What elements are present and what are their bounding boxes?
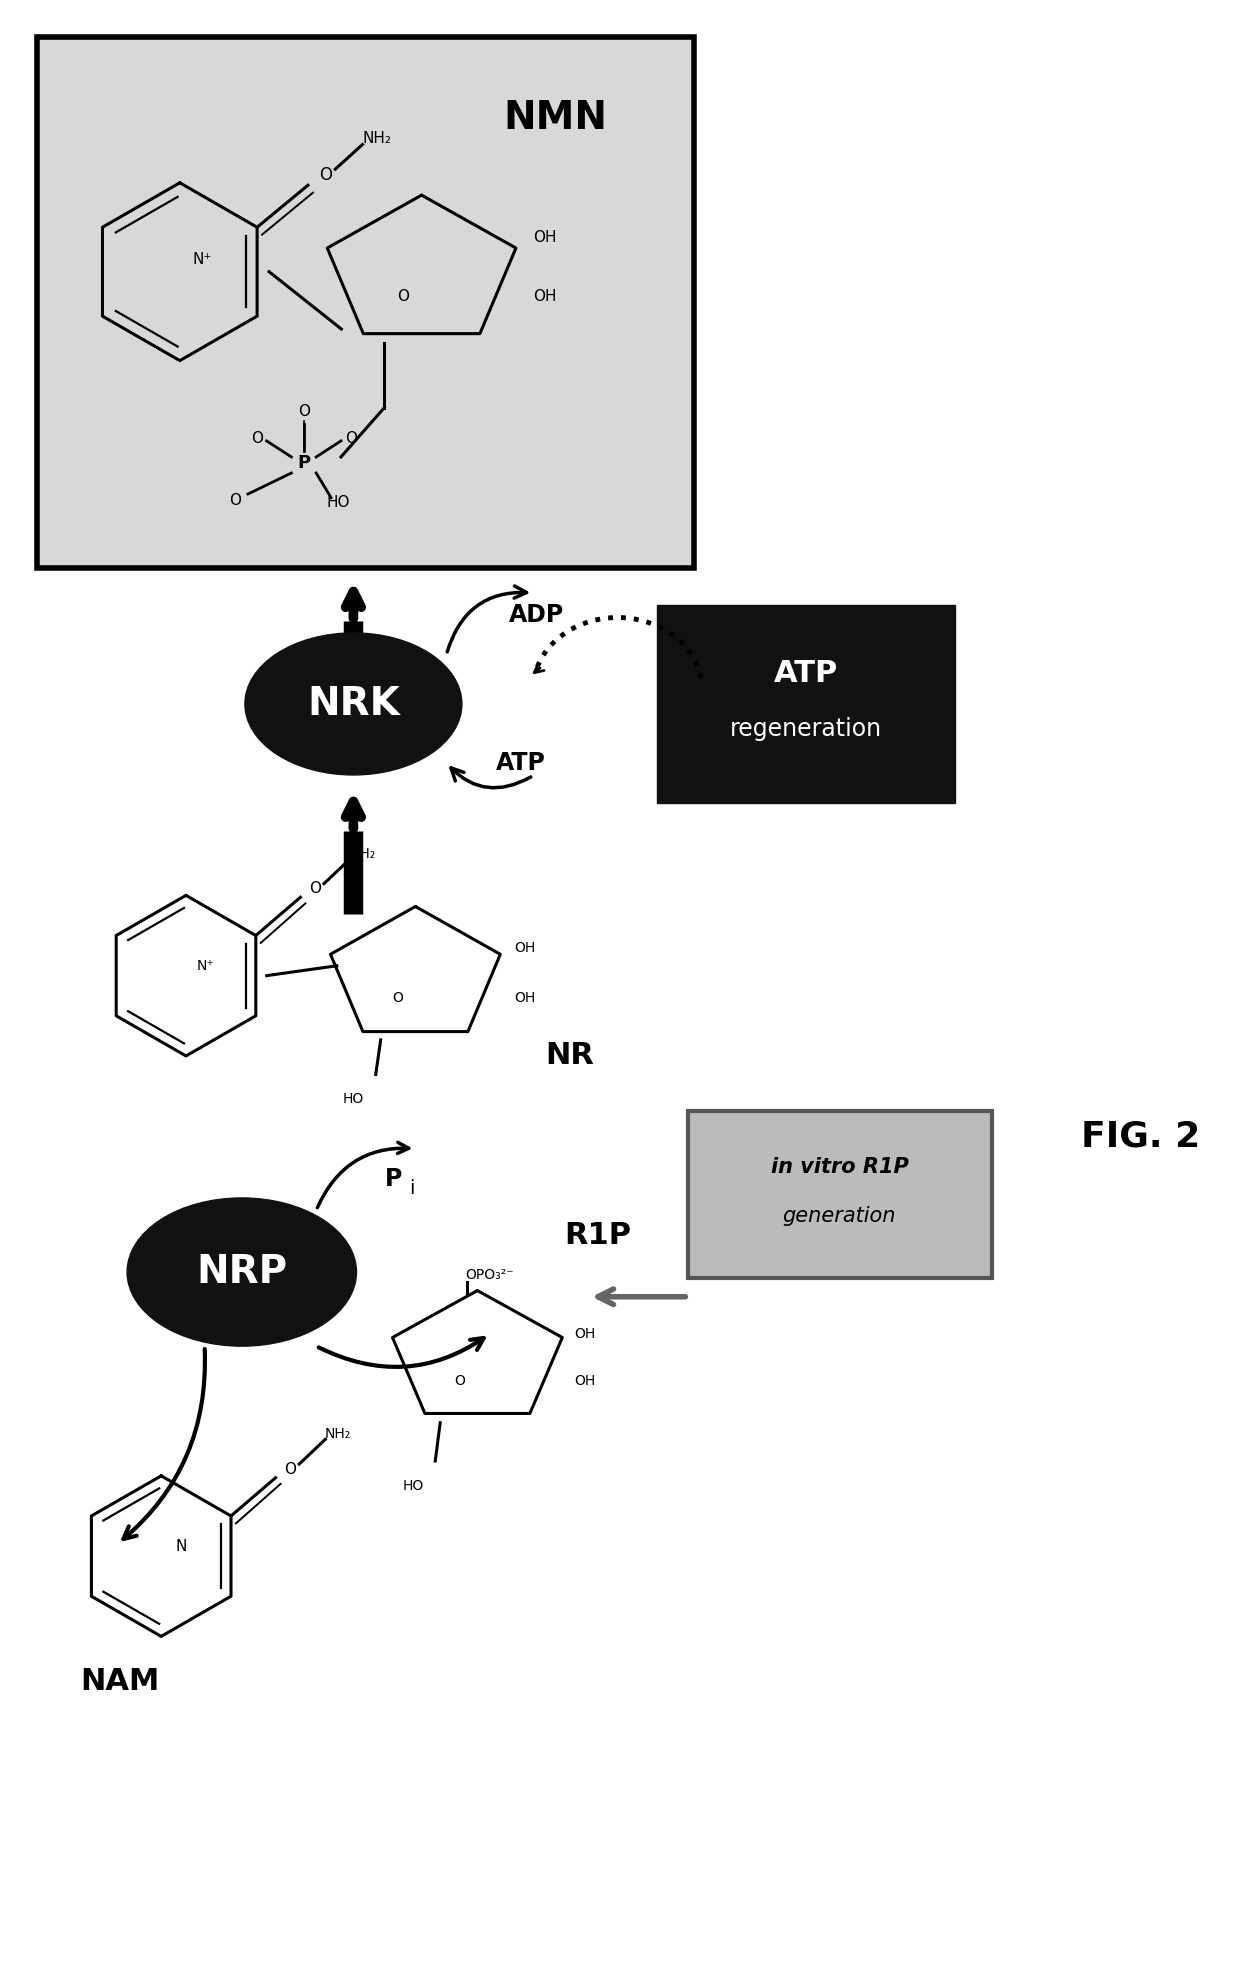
Text: NRP: NRP	[196, 1253, 288, 1290]
Text: OPO₃²⁻: OPO₃²⁻	[465, 1267, 513, 1282]
Text: ATP: ATP	[496, 751, 546, 775]
Text: R1P: R1P	[564, 1221, 631, 1249]
Text: P: P	[384, 1168, 402, 1192]
Text: HO: HO	[342, 1093, 365, 1107]
Text: OH: OH	[515, 941, 536, 956]
Text: HO: HO	[327, 496, 350, 510]
FancyBboxPatch shape	[657, 605, 955, 802]
Text: OH: OH	[533, 229, 557, 245]
Text: NH₂: NH₂	[363, 130, 392, 146]
Text: generation: generation	[782, 1207, 897, 1227]
Text: NMN: NMN	[503, 99, 608, 136]
Text: NR: NR	[546, 1041, 594, 1071]
Text: O: O	[229, 492, 242, 508]
Text: O: O	[284, 1462, 296, 1476]
Text: NAM: NAM	[81, 1668, 160, 1695]
Text: FIG. 2: FIG. 2	[1081, 1118, 1200, 1154]
Text: O: O	[309, 881, 321, 895]
Text: HO: HO	[402, 1478, 424, 1492]
Text: P: P	[298, 454, 310, 472]
Text: O: O	[393, 990, 403, 1006]
Text: NH₂: NH₂	[325, 1427, 351, 1441]
Text: N⁺: N⁺	[197, 958, 215, 972]
Text: i: i	[409, 1178, 414, 1197]
Text: OH: OH	[574, 1326, 595, 1342]
Text: N⁺: N⁺	[192, 251, 212, 267]
Text: OH: OH	[574, 1373, 595, 1387]
Ellipse shape	[128, 1197, 357, 1346]
Text: NRK: NRK	[308, 686, 399, 723]
Text: regeneration: regeneration	[730, 717, 882, 741]
Text: O: O	[345, 431, 357, 447]
Text: O: O	[298, 403, 310, 419]
Text: ADP: ADP	[508, 603, 564, 626]
Text: O: O	[397, 288, 409, 304]
Text: ATP: ATP	[774, 658, 838, 688]
FancyBboxPatch shape	[688, 1111, 992, 1278]
Text: O: O	[250, 431, 263, 447]
Text: OH: OH	[515, 990, 536, 1006]
Text: OH: OH	[533, 288, 557, 304]
Text: O: O	[319, 166, 332, 184]
Text: O: O	[455, 1373, 465, 1387]
Text: in vitro R1P: in vitro R1P	[770, 1158, 909, 1178]
Text: NH₂: NH₂	[350, 848, 376, 862]
FancyBboxPatch shape	[37, 38, 694, 569]
Ellipse shape	[244, 632, 461, 775]
Text: N: N	[175, 1539, 187, 1553]
